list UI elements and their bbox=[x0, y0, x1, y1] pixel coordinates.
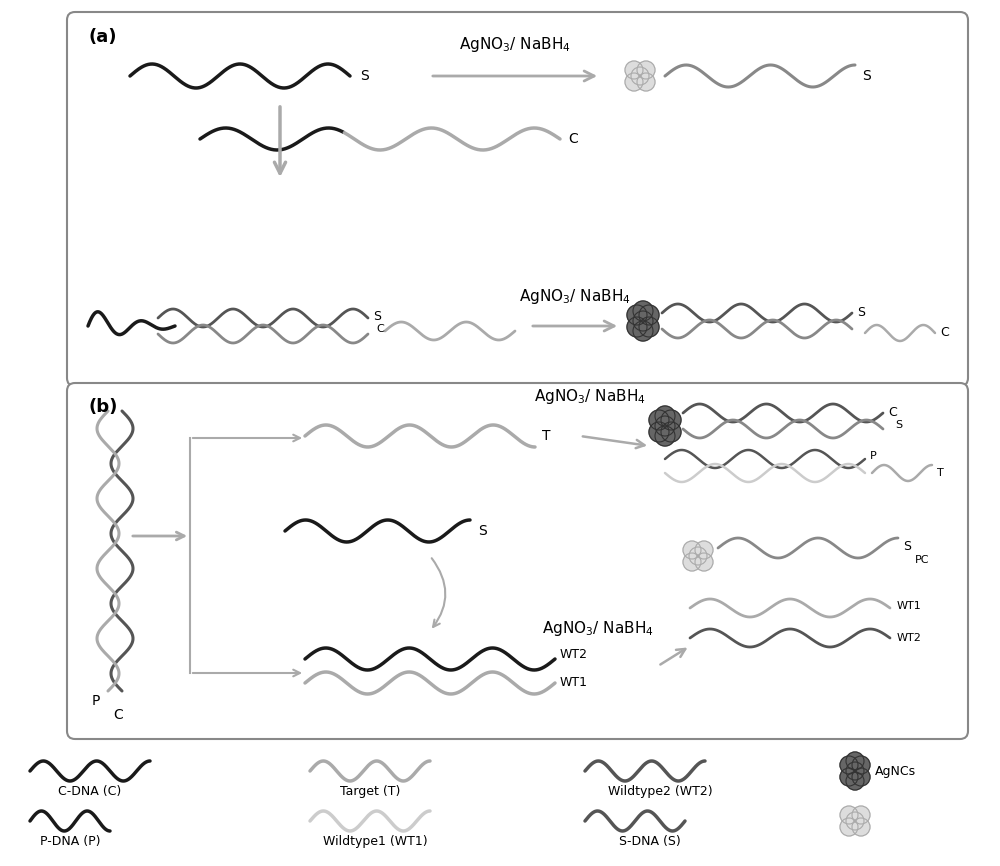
Circle shape bbox=[852, 806, 870, 824]
Circle shape bbox=[840, 806, 858, 824]
Circle shape bbox=[633, 321, 653, 341]
Circle shape bbox=[633, 301, 653, 321]
Text: P-DNA (P): P-DNA (P) bbox=[40, 835, 100, 848]
Circle shape bbox=[852, 756, 870, 774]
Circle shape bbox=[661, 410, 681, 430]
Circle shape bbox=[637, 73, 655, 91]
Text: C: C bbox=[376, 324, 384, 334]
Circle shape bbox=[840, 756, 858, 774]
Text: WT2: WT2 bbox=[560, 648, 588, 661]
Text: Wildtype1 (WT1): Wildtype1 (WT1) bbox=[323, 835, 427, 848]
Text: PC: PC bbox=[915, 555, 930, 565]
Text: AgNO$_3$/ NaBH$_4$: AgNO$_3$/ NaBH$_4$ bbox=[534, 387, 646, 406]
Text: Wildtype2 (WT2): Wildtype2 (WT2) bbox=[608, 785, 712, 798]
Text: C: C bbox=[940, 326, 949, 339]
Circle shape bbox=[661, 422, 681, 442]
Circle shape bbox=[689, 547, 707, 565]
Circle shape bbox=[633, 311, 653, 331]
Text: P: P bbox=[92, 694, 100, 708]
Text: S: S bbox=[895, 420, 902, 430]
Circle shape bbox=[695, 541, 713, 559]
Text: WT1: WT1 bbox=[560, 676, 588, 689]
Text: WT2: WT2 bbox=[897, 633, 922, 643]
Circle shape bbox=[846, 752, 864, 770]
Circle shape bbox=[840, 818, 858, 836]
Text: S: S bbox=[373, 309, 381, 322]
Text: AgNCs: AgNCs bbox=[875, 765, 916, 778]
Text: C: C bbox=[113, 708, 123, 722]
Text: AgNO$_3$/ NaBH$_4$: AgNO$_3$/ NaBH$_4$ bbox=[519, 287, 631, 306]
Text: (b): (b) bbox=[88, 398, 117, 416]
Text: S: S bbox=[478, 524, 487, 538]
Text: T: T bbox=[937, 468, 944, 478]
Circle shape bbox=[683, 541, 701, 559]
Circle shape bbox=[639, 305, 659, 325]
Circle shape bbox=[846, 812, 864, 830]
Circle shape bbox=[639, 317, 659, 337]
Circle shape bbox=[695, 553, 713, 571]
Circle shape bbox=[649, 422, 669, 442]
FancyBboxPatch shape bbox=[67, 383, 968, 739]
Circle shape bbox=[637, 61, 655, 79]
Text: S: S bbox=[857, 307, 865, 320]
Text: S: S bbox=[903, 540, 911, 553]
Text: S: S bbox=[862, 69, 871, 83]
Circle shape bbox=[655, 416, 675, 436]
Circle shape bbox=[625, 73, 643, 91]
Text: (a): (a) bbox=[88, 28, 116, 46]
Circle shape bbox=[631, 67, 649, 85]
Circle shape bbox=[852, 818, 870, 836]
Circle shape bbox=[840, 768, 858, 786]
Text: C: C bbox=[568, 132, 578, 146]
Text: AgNO$_3$/ NaBH$_4$: AgNO$_3$/ NaBH$_4$ bbox=[459, 35, 571, 54]
Circle shape bbox=[655, 426, 675, 446]
Circle shape bbox=[627, 317, 647, 337]
Circle shape bbox=[846, 772, 864, 790]
Circle shape bbox=[655, 406, 675, 426]
Text: P: P bbox=[870, 451, 877, 461]
Text: C: C bbox=[888, 406, 897, 419]
Circle shape bbox=[852, 768, 870, 786]
Text: S: S bbox=[360, 69, 369, 83]
Text: Target (T): Target (T) bbox=[340, 785, 400, 798]
Text: T: T bbox=[542, 429, 550, 443]
Circle shape bbox=[649, 410, 669, 430]
Circle shape bbox=[683, 553, 701, 571]
Circle shape bbox=[627, 305, 647, 325]
Text: C-DNA (C): C-DNA (C) bbox=[58, 785, 122, 798]
Circle shape bbox=[625, 61, 643, 79]
FancyBboxPatch shape bbox=[67, 12, 968, 386]
Text: S-DNA (S): S-DNA (S) bbox=[619, 835, 681, 848]
Text: WT1: WT1 bbox=[897, 601, 922, 611]
Text: AgNO$_3$/ NaBH$_4$: AgNO$_3$/ NaBH$_4$ bbox=[542, 619, 654, 638]
Circle shape bbox=[846, 762, 864, 780]
